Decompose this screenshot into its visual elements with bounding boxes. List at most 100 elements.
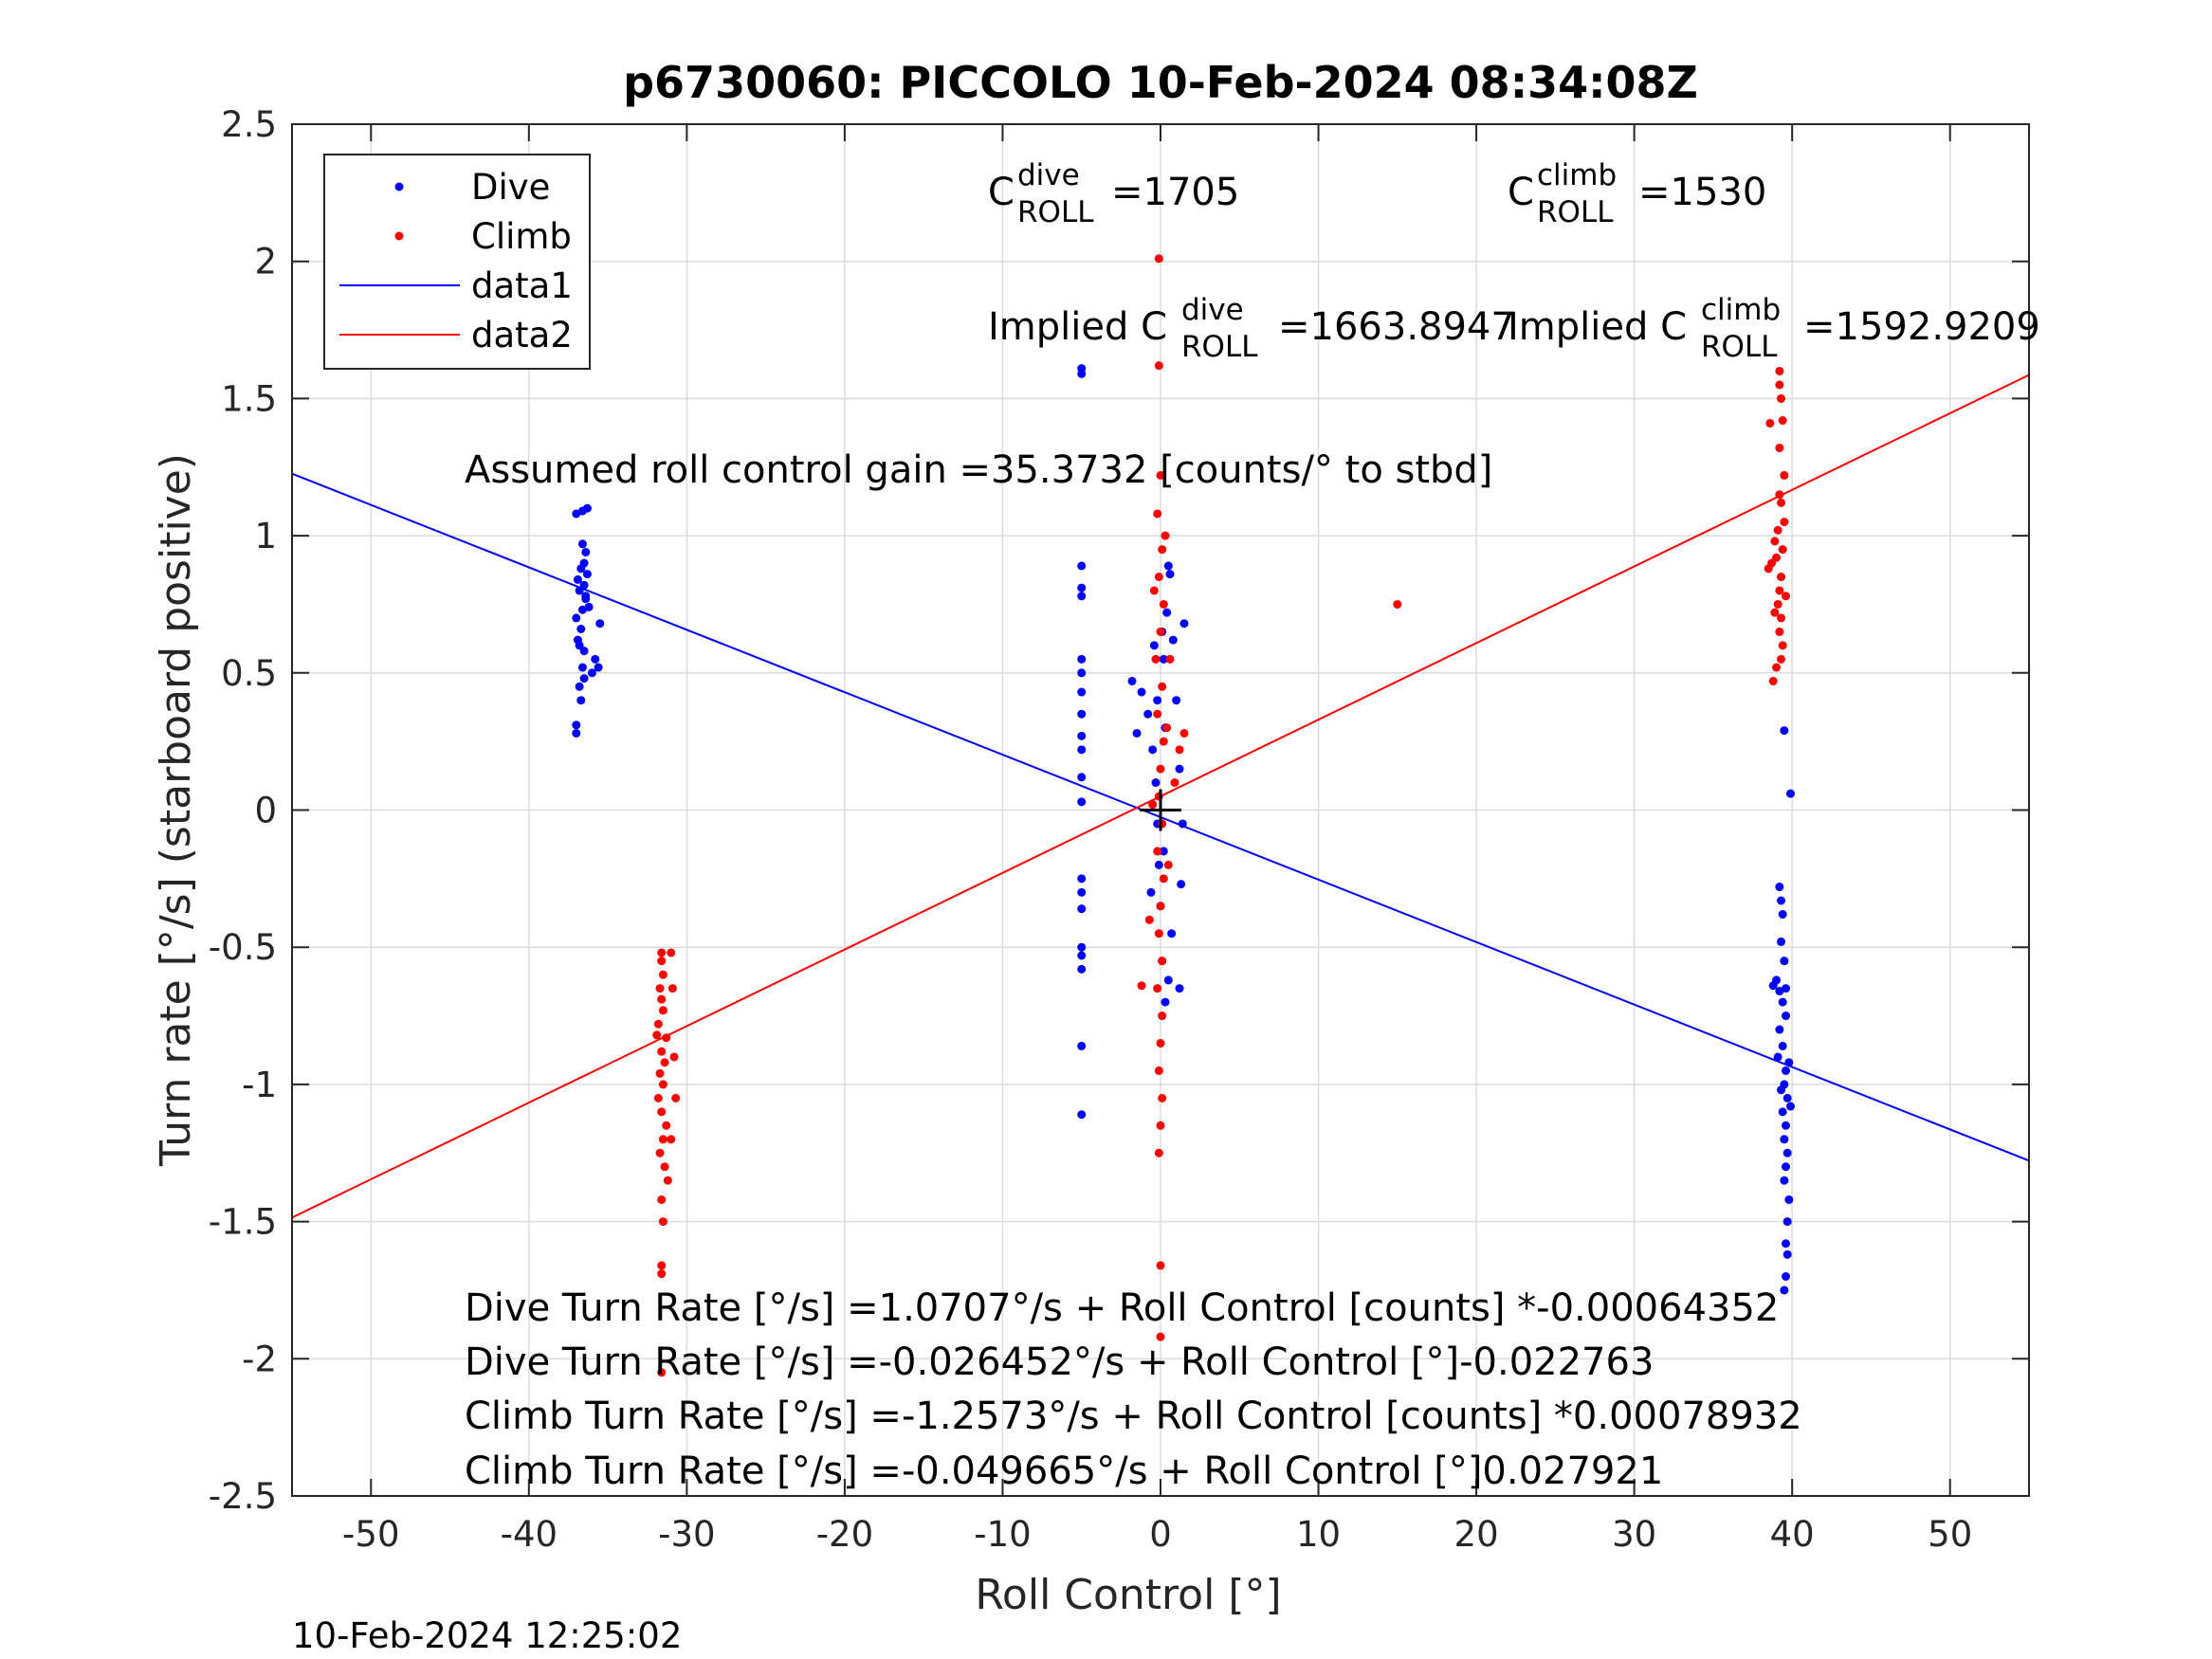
y-tick-label: 1.5 xyxy=(221,378,277,419)
c-dive-subscript: ROLL xyxy=(1017,195,1094,229)
dive-point xyxy=(1778,909,1787,919)
dive-point xyxy=(1786,789,1796,798)
data-points xyxy=(572,254,1796,1377)
climb-point xyxy=(657,1368,667,1377)
dive-point xyxy=(1077,1041,1087,1050)
legend-climb-label: Climb xyxy=(471,216,572,257)
dive-point xyxy=(577,539,587,549)
climb-point xyxy=(658,1080,667,1089)
climb-point xyxy=(1158,1093,1167,1103)
dive-point xyxy=(1146,887,1156,897)
y-tick-label: 2.5 xyxy=(221,104,277,145)
dive-point xyxy=(575,641,584,650)
dive-point xyxy=(1780,1135,1789,1144)
x-tick-label: 10 xyxy=(1296,1514,1341,1555)
c-dive-superscript: dive xyxy=(1017,158,1080,192)
implied-c-dive-superscript: dive xyxy=(1181,293,1244,327)
dive-point xyxy=(1775,883,1784,892)
climb-point xyxy=(655,984,665,994)
climb-point xyxy=(1156,1121,1165,1130)
gain-annotation: Assumed roll control gain =35.3732 [coun… xyxy=(465,448,1492,492)
dive-point xyxy=(582,503,592,513)
dive-point xyxy=(1077,1110,1087,1120)
climb-point xyxy=(1156,470,1165,480)
x-tick-label: -10 xyxy=(974,1514,1031,1555)
dive-point xyxy=(579,558,589,568)
dive-point xyxy=(1161,997,1170,1007)
climb-point xyxy=(1159,599,1168,609)
dive-point xyxy=(591,654,600,664)
dive-point xyxy=(1077,874,1087,884)
y-axis-label: Turn rate [°/s] (starboard positive) xyxy=(152,453,200,1167)
climb-point xyxy=(657,1047,667,1056)
equation-climb-counts: Climb Turn Rate [°/s] =-1.2573°/s + Roll… xyxy=(465,1395,1802,1438)
dive-point xyxy=(1782,1239,1791,1249)
dive-point xyxy=(577,663,587,672)
climb-point xyxy=(660,1162,669,1172)
dive-point xyxy=(1077,745,1087,755)
dive-point xyxy=(1077,561,1087,571)
dive-point xyxy=(1149,641,1159,650)
climb-point xyxy=(653,1019,663,1029)
dive-point xyxy=(1132,728,1142,738)
legend-data1-label: data1 xyxy=(471,265,573,306)
x-tick-label: 40 xyxy=(1770,1514,1815,1555)
climb-point xyxy=(658,970,667,979)
climb-point xyxy=(1777,573,1786,582)
climb-point xyxy=(1154,1066,1163,1075)
climb-point xyxy=(667,984,677,994)
implied-c-climb-annotation: Implied C climb ROLL =1592.9209 xyxy=(1508,293,2040,364)
dive-point xyxy=(1143,709,1153,719)
climb-point xyxy=(1159,874,1168,884)
climb-point xyxy=(1161,531,1170,540)
y-tick-label: 1 xyxy=(254,516,277,556)
c-climb-symbol: C xyxy=(1508,171,1534,214)
implied-c-dive-annotation: Implied C dive ROLL =1663.8947 xyxy=(988,293,1515,364)
dive-point xyxy=(1177,880,1186,889)
implied-c-climb-subscript: ROLL xyxy=(1701,330,1778,364)
climb-point xyxy=(1775,366,1784,375)
climb-point xyxy=(1156,764,1165,774)
implied-c-climb-superscript: climb xyxy=(1701,293,1781,327)
climb-point xyxy=(1768,676,1778,685)
dive-point xyxy=(1077,797,1087,807)
dive-point xyxy=(1768,981,1778,991)
climb-point xyxy=(1773,599,1782,609)
climb-point xyxy=(1154,929,1163,939)
dive-point xyxy=(573,574,582,584)
dive-point xyxy=(1167,929,1177,939)
dive-point xyxy=(579,580,589,590)
climb-point xyxy=(1154,573,1163,582)
dive-point xyxy=(572,720,581,730)
y-tick-label: 0 xyxy=(254,791,277,831)
dive-point xyxy=(1780,1285,1789,1295)
dive-point xyxy=(1784,1194,1794,1204)
climb-point xyxy=(1780,470,1789,480)
dive-point xyxy=(1162,608,1172,617)
timestamp: 10-Feb-2024 12:25:02 xyxy=(292,1615,682,1656)
c-climb-value: =1530 xyxy=(1638,171,1766,214)
dive-point xyxy=(1137,687,1146,697)
climb-point xyxy=(662,1033,671,1043)
implied-c-dive-label: Implied C xyxy=(988,305,1167,349)
dive-point xyxy=(581,547,591,556)
equation-climb-degrees: Climb Turn Rate [°/s] =-0.049665°/s + Ro… xyxy=(465,1449,1663,1493)
climb-point xyxy=(1154,361,1163,371)
dive-point xyxy=(1148,745,1158,755)
climb-point xyxy=(652,1030,662,1040)
dive-point xyxy=(575,682,584,691)
climb-point xyxy=(1773,525,1782,535)
climb-point xyxy=(657,957,667,966)
dive-point xyxy=(1777,937,1786,946)
legend-data2-label: data2 xyxy=(471,315,573,356)
origin-cross-marker xyxy=(1140,789,1181,831)
y-tick-label: -0.5 xyxy=(209,927,277,968)
dive-point xyxy=(581,592,591,601)
climb-point xyxy=(1765,418,1775,428)
c-dive-value: =1705 xyxy=(1111,171,1239,214)
dive-point xyxy=(1782,1217,1792,1227)
climb-point xyxy=(1170,778,1179,788)
dive-point xyxy=(1782,1066,1791,1075)
dive-point xyxy=(576,696,586,705)
climb-point xyxy=(1144,915,1154,924)
